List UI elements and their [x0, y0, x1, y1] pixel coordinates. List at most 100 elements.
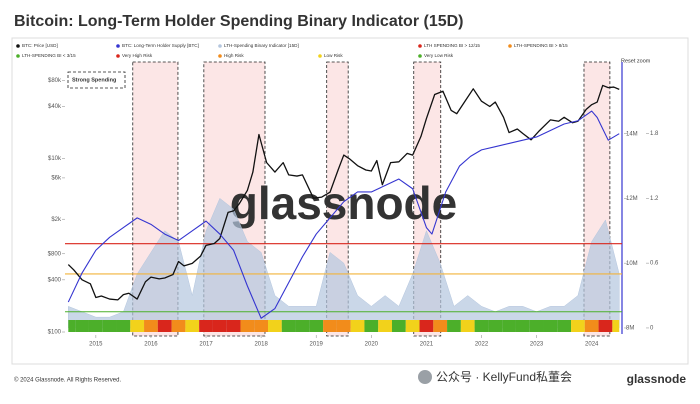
- y2-tick-label: 12M: [626, 196, 638, 202]
- strip-cell: [130, 320, 145, 332]
- legend-label: LTH-Spending Binary Indicator [15D]: [224, 43, 299, 48]
- strip-cell: [598, 320, 613, 332]
- x-tick-label: 2019: [310, 342, 324, 348]
- strip-cell: [502, 320, 516, 332]
- x-tick-label: 2015: [89, 342, 103, 348]
- strip-cell: [419, 320, 434, 332]
- legend-swatch: [218, 54, 222, 58]
- strip-cell: [557, 320, 572, 332]
- strip-cell: [571, 320, 585, 332]
- y3-tick-label: 1.2: [650, 196, 659, 202]
- y-tick-label: $2k: [51, 217, 62, 223]
- strip-cell: [116, 320, 131, 332]
- legend-label: BTC: Long-Term Holder Supply [BTC]: [122, 43, 199, 48]
- panel: [11, 37, 689, 365]
- strip-cell: [391, 320, 406, 332]
- legend-swatch: [116, 44, 120, 48]
- strong-spending-box: [67, 71, 126, 89]
- y2-tick-label: 14M: [626, 131, 638, 137]
- strip-cell: [447, 320, 461, 332]
- strip-cell: [102, 320, 117, 332]
- strong-spending-label: Strong Spending: [72, 77, 116, 83]
- strip-cell: [171, 320, 186, 332]
- supply-line: [67, 110, 620, 319]
- strip-cell: [433, 320, 448, 332]
- legend-swatch: [418, 54, 422, 58]
- strip-cell: [584, 320, 599, 332]
- y3-tick-label: 0: [650, 326, 654, 332]
- x-tick-label: 2016: [144, 342, 158, 348]
- strip-cell: [543, 320, 558, 332]
- strip-cell: [488, 320, 503, 332]
- legend-label: LTH SPENDING BI > 12/15: [424, 43, 480, 48]
- legend-label: BTC: Price [USD]: [22, 43, 58, 48]
- wechat-icon: [418, 370, 432, 384]
- strip-cell: [88, 320, 103, 332]
- chart-title: Bitcoin: Long-Term Holder Spending Binar…: [14, 13, 464, 30]
- strip-cell: [474, 320, 489, 332]
- legend-label: LTH-SPENDING BI < 3/15: [22, 53, 76, 58]
- strip-cell: [460, 320, 475, 332]
- legend-swatch: [318, 54, 322, 58]
- indicator-area: [68, 197, 620, 329]
- y-tick-label: $800: [48, 251, 62, 257]
- legend-label: Low Risk: [324, 53, 343, 58]
- strip-cell: [612, 320, 620, 332]
- y-tick-label: $10k: [48, 156, 62, 162]
- wechat-label: 公众号 · KellyFund私董会: [436, 370, 572, 384]
- reset-zoom[interactable]: Reset zoom: [621, 58, 651, 64]
- strip-cell: [240, 320, 255, 332]
- legend-swatch: [418, 44, 422, 48]
- strip-cell: [364, 320, 379, 332]
- x-tick-label: 2020: [365, 342, 379, 348]
- legend-label: High Risk: [224, 53, 244, 58]
- x-tick-label: 2021: [420, 342, 434, 348]
- y2-tick-label: 10M: [626, 261, 638, 267]
- strip-cell: [157, 320, 172, 332]
- legend-swatch: [508, 44, 512, 48]
- price-line: [67, 84, 620, 301]
- strip-cell: [281, 320, 296, 332]
- strip-cell: [226, 320, 241, 332]
- strip-cell: [144, 320, 158, 332]
- legend-swatch: [16, 54, 20, 58]
- strip-cell: [323, 320, 337, 332]
- strip-cell: [309, 320, 324, 332]
- y-tick-label: $40k: [48, 104, 62, 110]
- copyright: © 2024 Glassnode. All Rights Reserved.: [14, 377, 121, 384]
- strip-cell: [68, 320, 76, 332]
- strip-cell: [212, 320, 227, 332]
- strip-cell: [405, 320, 420, 332]
- legend-label: Very High Risk: [122, 53, 153, 58]
- y-tick-label: $100: [48, 330, 62, 336]
- y-tick-label: $80k: [48, 78, 62, 84]
- y3-tick-label: 0.6: [650, 261, 659, 267]
- y2-tick-label: 8M: [626, 326, 634, 332]
- strip-cell: [268, 320, 282, 332]
- legend-swatch: [116, 54, 120, 58]
- watermark: glassnode: [230, 177, 458, 229]
- legend-swatch: [218, 44, 222, 48]
- brand: glassnode: [627, 372, 687, 386]
- x-tick-label: 2024: [585, 342, 599, 348]
- strip-cell: [254, 320, 269, 332]
- y3-tick-label: 1.8: [650, 131, 659, 137]
- x-tick-label: 2018: [254, 342, 268, 348]
- strip-cell: [529, 320, 544, 332]
- y-tick-label: $400: [48, 277, 62, 283]
- legend-label: LTH-SPENDING BI > 8/15: [514, 43, 568, 48]
- x-tick-label: 2022: [475, 342, 489, 348]
- x-tick-label: 2023: [530, 342, 544, 348]
- strip-cell: [336, 320, 351, 332]
- x-tick-label: 2017: [199, 342, 213, 348]
- strip-cell: [75, 320, 89, 332]
- strip-cell: [199, 320, 213, 332]
- strip-cell: [350, 320, 365, 332]
- y-tick-label: $6k: [51, 175, 62, 181]
- strip-cell: [295, 320, 310, 332]
- strip-cell: [515, 320, 530, 332]
- legend-swatch: [16, 44, 20, 48]
- strip-cell: [185, 320, 200, 332]
